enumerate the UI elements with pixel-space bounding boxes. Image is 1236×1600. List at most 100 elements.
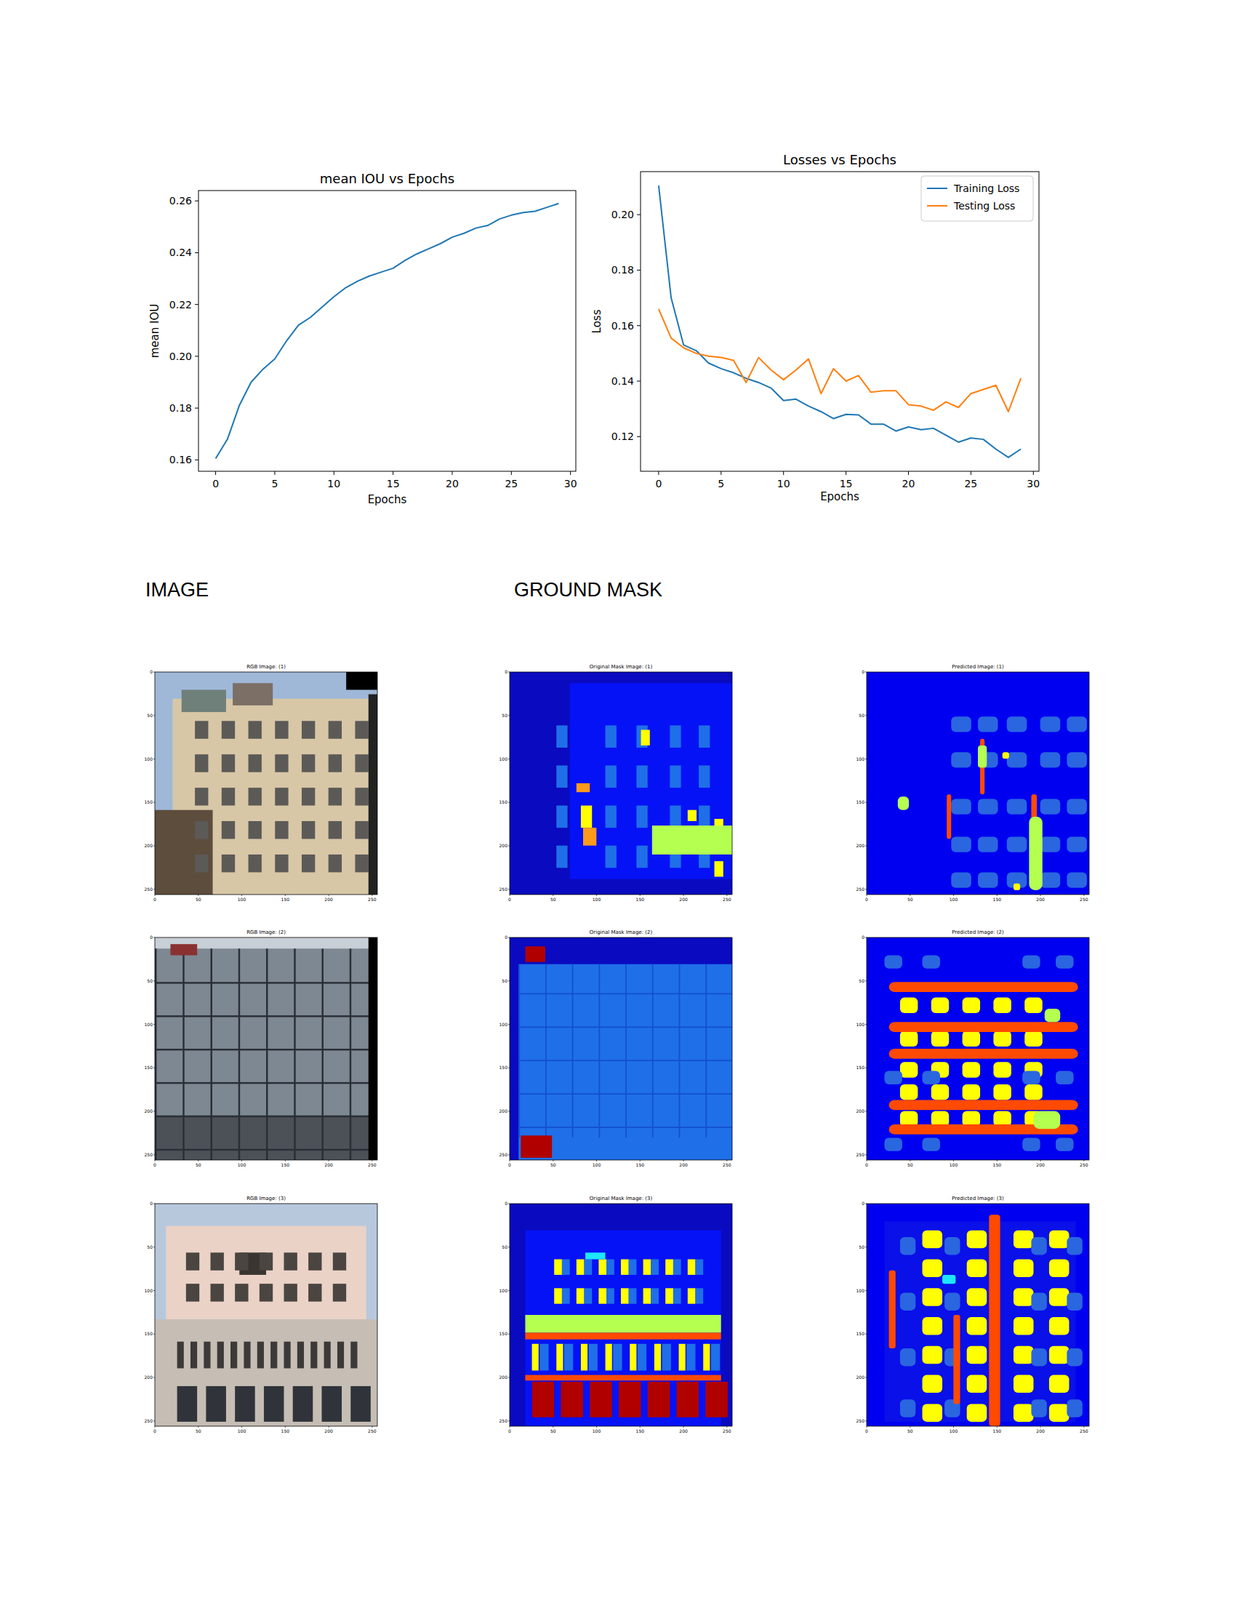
predicted-mask (866, 671, 1090, 895)
x-tick (783, 471, 784, 475)
image-region (520, 1134, 552, 1158)
panel-title: Original Mask Image: (2) (589, 929, 653, 935)
panel-x-tick (909, 894, 911, 896)
panel-y-tick-label: 150 (144, 1330, 154, 1336)
image-region (248, 854, 262, 872)
panel-y-tick (865, 758, 867, 760)
panel-x-tick-label: 100 (949, 896, 959, 902)
image-region (217, 1341, 224, 1369)
image-region (545, 964, 547, 1138)
image-region (1002, 751, 1010, 759)
legend-swatch (927, 187, 948, 190)
panel-x-tick-label: 0 (865, 896, 869, 902)
chart: mean IOU vs EpochsEpochsmean IOU05101520… (148, 170, 578, 507)
image-region (194, 753, 208, 772)
image-region (570, 682, 733, 879)
y-tick-label: 0.16 (611, 319, 634, 332)
x-tick (1033, 471, 1034, 475)
image-region (1055, 1137, 1074, 1151)
image-region (177, 1341, 184, 1369)
image-region (1013, 1345, 1034, 1364)
image-region (950, 836, 972, 852)
image-region (509, 671, 733, 895)
image-region (154, 1081, 378, 1084)
image-region (900, 1030, 918, 1047)
panel-x-tick-label: 100 (592, 896, 602, 902)
image-region (866, 937, 1090, 1160)
image-region (931, 1030, 949, 1047)
panel-x-tick (241, 1425, 243, 1428)
image-region (560, 1381, 584, 1418)
panel-x-tick (1040, 894, 1042, 896)
image-region (194, 854, 208, 872)
image-region (679, 1343, 686, 1371)
panel-y-tick (508, 758, 510, 760)
panel-x-tick (509, 894, 511, 896)
image-region (589, 1381, 613, 1418)
image-region (1049, 1259, 1070, 1277)
image-region (322, 1385, 343, 1422)
panel-y-tick (508, 1333, 510, 1335)
image-region (301, 720, 315, 738)
image-region (931, 997, 949, 1013)
x-tick-label: 10 (327, 477, 341, 490)
image-region (584, 1259, 593, 1275)
image-region (1066, 1291, 1082, 1310)
image-region (556, 765, 568, 789)
panel-x-tick-label: 200 (324, 1161, 333, 1167)
image-region (966, 1230, 988, 1248)
panel-y-tick-label: 100 (856, 1287, 866, 1293)
panel-x-tick (639, 894, 641, 896)
panel-y-tick (508, 1023, 510, 1025)
image-region (1040, 751, 1061, 768)
image-region (1049, 1316, 1070, 1335)
panel-y-tick-label: 250 (856, 1151, 866, 1157)
image-panel: Predicted Image: (2)00505010010015015020… (856, 929, 1090, 1167)
image-region (673, 1259, 682, 1275)
image-region (194, 720, 208, 738)
image-region (962, 1061, 981, 1077)
image-region (266, 948, 268, 1160)
x-tick (274, 471, 275, 475)
rgb-image (154, 671, 378, 895)
y-tick (636, 324, 641, 326)
panel-title: Predicted Image: (3) (951, 1195, 1005, 1202)
image-region (259, 1283, 273, 1301)
image-region (165, 1225, 366, 1320)
image-region (154, 1115, 378, 1117)
panel-x-tick-label: 0 (153, 1161, 157, 1167)
panel-x-tick-label: 150 (281, 1427, 291, 1434)
image-region (620, 1287, 629, 1303)
image-region (576, 1287, 585, 1303)
image-region (900, 997, 918, 1013)
image-region (368, 937, 378, 1160)
y-tick-label: 0.12 (611, 430, 634, 443)
panel-x-tick (639, 1159, 641, 1162)
panel-x-tick-label: 250 (1079, 896, 1089, 902)
x-axis-label: Epochs (820, 490, 860, 504)
panel-y-tick-label: 200 (499, 1108, 509, 1114)
image-region (900, 1110, 918, 1127)
panel-x-tick-label: 200 (1036, 1161, 1045, 1167)
panel-y-tick-label: 50 (501, 712, 508, 718)
line-series (215, 203, 560, 459)
panel-y-tick (153, 937, 155, 938)
image-region (1006, 798, 1028, 814)
image-region (695, 1259, 704, 1275)
image-panel: Original Mask Image: (1)0050501001001501… (499, 663, 733, 902)
image-region (518, 1092, 733, 1095)
image-region (1024, 997, 1042, 1013)
panel-x-tick-label: 150 (281, 896, 291, 902)
panel-x-tick-label: 250 (1079, 1427, 1089, 1434)
panel-y-tick (153, 1110, 155, 1112)
panel-y-tick-label: 200 (856, 1108, 866, 1114)
panel-x-tick (154, 894, 156, 896)
panel-y-tick (508, 937, 510, 938)
image-region (308, 1283, 322, 1301)
panel-frame (509, 937, 733, 1160)
panel-y-tick-label: 0 (149, 668, 153, 674)
panel-y-tick (508, 980, 510, 981)
panel-x-tick (552, 1159, 554, 1162)
panel-x-tick (552, 1425, 554, 1428)
image-region (1006, 836, 1028, 852)
